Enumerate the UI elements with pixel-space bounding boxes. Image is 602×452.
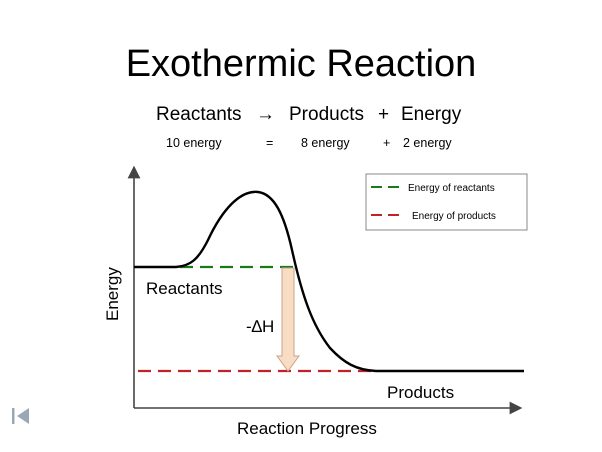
legend-box xyxy=(365,173,528,231)
amount-plus: + xyxy=(383,136,391,150)
equation-plus: + xyxy=(378,104,390,125)
x-axis-label: Reaction Progress xyxy=(237,419,377,438)
equation-energy: Energy xyxy=(401,104,462,125)
equation-arrow-icon: → xyxy=(256,104,275,125)
delta-h-label: -∆H xyxy=(246,317,274,336)
energy-amounts: 10 energy = 8 energy + 2 energy xyxy=(0,136,602,154)
legend-reactants-label: Energy of reactants xyxy=(408,183,495,194)
amount-released: 2 energy xyxy=(403,136,452,150)
delta-h-arrow xyxy=(276,267,300,372)
amount-equals: = xyxy=(266,136,274,150)
equation-reactants: Reactants xyxy=(156,104,242,125)
legend: Energy of reactants Energy of products xyxy=(365,173,528,231)
reactants-label: Reactants xyxy=(146,279,223,298)
slide-title: Exothermic Reaction xyxy=(125,43,477,85)
amount-products: 8 energy xyxy=(301,136,350,150)
products-label: Products xyxy=(387,383,454,402)
first-slide-button[interactable] xyxy=(10,406,32,426)
first-slide-icon xyxy=(12,408,29,424)
y-axis-label: Energy xyxy=(103,267,122,321)
amount-reactants: 10 energy xyxy=(166,136,222,150)
equation-products: Products xyxy=(289,104,364,125)
legend-products-label: Energy of products xyxy=(412,211,496,222)
reaction-curve xyxy=(134,190,524,373)
reaction-equation: Reactants → Products + Energy xyxy=(0,104,602,130)
